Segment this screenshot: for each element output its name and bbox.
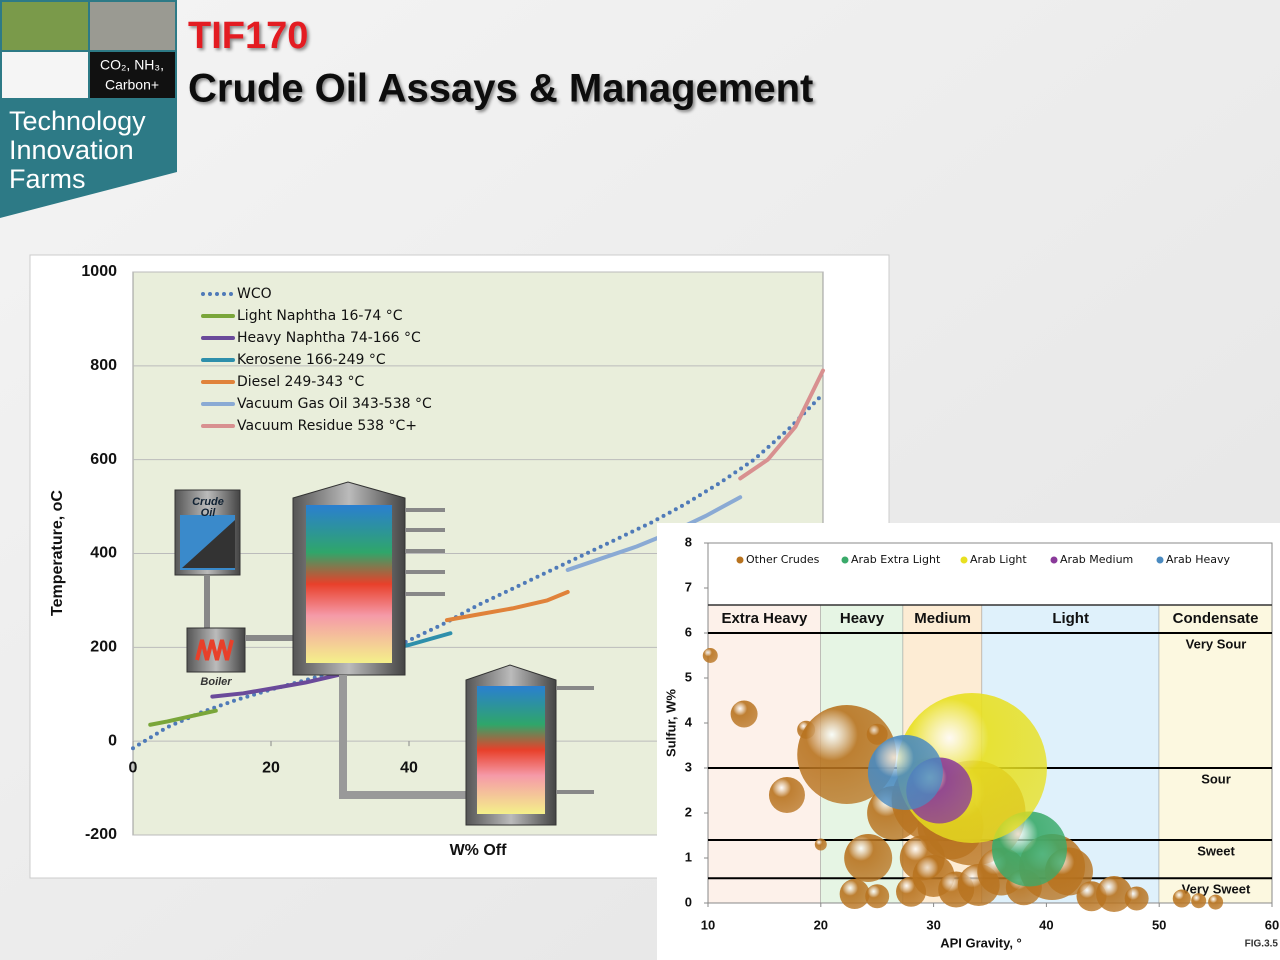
logo-name: Farms: [9, 164, 86, 194]
y-tick-label: 1000: [81, 263, 117, 280]
series-line: [738, 368, 825, 481]
bubble: [839, 879, 870, 909]
series-line: [210, 672, 342, 699]
legend-label: Arab Light: [970, 553, 1027, 566]
series-line: [148, 708, 218, 727]
y-tick-label: 1: [685, 849, 692, 864]
figure-label: FIG.3.5: [1245, 939, 1279, 950]
y-tick-label: 200: [90, 639, 117, 656]
x-tick-label: 60: [1265, 917, 1279, 932]
logo: CO₂, NH₃, Carbon+ Technology Innovation …: [0, 0, 177, 218]
bubble: [866, 723, 888, 745]
series-line: [565, 495, 743, 572]
y-tick-label: 8: [685, 534, 692, 549]
y-tick-label: 3: [685, 759, 692, 774]
legend-label: WCO: [237, 286, 272, 302]
legend-label: Light Naphtha 16-74 °C: [237, 308, 403, 324]
bubble: [865, 884, 890, 909]
sulfur-class-label: Sour: [1201, 771, 1231, 786]
legend-marker: [841, 556, 849, 564]
bubble: [1124, 886, 1149, 911]
legend-label: Arab Extra Light: [851, 553, 941, 566]
y-axis-title: Temperature, oC: [49, 490, 66, 616]
logo-caption: CO₂, NH₃,: [100, 57, 164, 73]
x-tick-label: 20: [814, 917, 828, 932]
y-tick-label: 4: [685, 714, 693, 729]
legend-label: Vacuum Residue 538 °C+: [237, 418, 417, 434]
legend-marker: [1050, 556, 1058, 564]
bubble: [867, 735, 943, 810]
bubble: [730, 700, 758, 728]
legend-marker: [960, 556, 968, 564]
bubble: [814, 838, 827, 851]
bubble: [844, 834, 893, 882]
x-axis-title: W% Off: [450, 842, 508, 859]
bubble: [896, 876, 927, 907]
legend-marker: [736, 556, 744, 564]
legend-label: Heavy Naphtha 74-166 °C: [237, 330, 421, 346]
logo-name: Technology: [9, 106, 146, 136]
y-tick-label: 6: [685, 624, 692, 639]
tank-label: Oil: [201, 507, 217, 519]
api-class-label: Medium: [914, 610, 971, 627]
legend-label: Arab Medium: [1060, 553, 1133, 566]
x-tick-label: 40: [1039, 917, 1053, 932]
series-line: [131, 391, 825, 751]
legend-label: Vacuum Gas Oil 343-538 °C: [237, 396, 432, 412]
x-axis-title: API Gravity, °: [940, 935, 1022, 950]
legend-marker: [1156, 556, 1164, 564]
sulfur-class-label: Sweet: [1197, 843, 1235, 858]
legend-label: Diesel 249-343 °C: [237, 374, 364, 390]
api-region: [1159, 605, 1272, 903]
y-tick-label: 800: [90, 357, 117, 374]
tank-label: Crude: [192, 496, 224, 508]
slide-title: TIF170: [188, 15, 308, 57]
api-class-label: Condensate: [1173, 610, 1259, 627]
sulfur-class-label: Very Sour: [1186, 636, 1247, 651]
y-tick-label: 400: [90, 545, 117, 562]
sulfur-class-label: Very Sweet: [1182, 882, 1251, 897]
y-tick-label: 0: [108, 732, 117, 749]
slide-subtitle: Crude Oil Assays & Management: [188, 67, 813, 111]
y-tick-label: 600: [90, 451, 117, 468]
bubble: [1208, 894, 1224, 910]
logo-caption: Carbon+: [105, 77, 159, 93]
y-tick-label: 5: [685, 669, 692, 684]
y-tick-label: 7: [685, 579, 692, 594]
bubble: [1096, 876, 1133, 912]
legend-label: Other Crudes: [746, 553, 820, 566]
api-class-label: Heavy: [840, 610, 885, 627]
logo-name: Innovation: [9, 135, 134, 165]
x-tick-label: 10: [701, 917, 715, 932]
y-axis-title: Sulfur, W%: [663, 689, 678, 757]
series-line: [444, 589, 570, 623]
chart-2: Extra Heavy Heavy Medium Light Condensate Ver…: [663, 534, 1279, 950]
api-class-label: Light: [1052, 610, 1089, 627]
x-tick-label: 30: [926, 917, 940, 932]
bubble: [768, 777, 805, 813]
legend-label: Arab Heavy: [1166, 553, 1231, 566]
process-diagram: Crude Oil Boiler: [174, 481, 594, 826]
x-tick-label: 20: [262, 759, 280, 776]
api-class-label: Extra Heavy: [721, 610, 808, 627]
y-tick-label: 0: [685, 894, 692, 909]
legend-label: Kerosene 166-249 °C: [237, 352, 386, 368]
bubble: [1191, 893, 1207, 909]
y-tick-label: -200: [85, 826, 117, 843]
x-tick-label: 0: [129, 759, 138, 776]
bubble: [702, 648, 718, 663]
x-tick-label: 40: [400, 759, 418, 776]
x-tick-label: 50: [1152, 917, 1166, 932]
bubble: [1172, 889, 1191, 908]
boiler-label: Boiler: [200, 676, 232, 688]
y-tick-label: 2: [685, 804, 692, 819]
